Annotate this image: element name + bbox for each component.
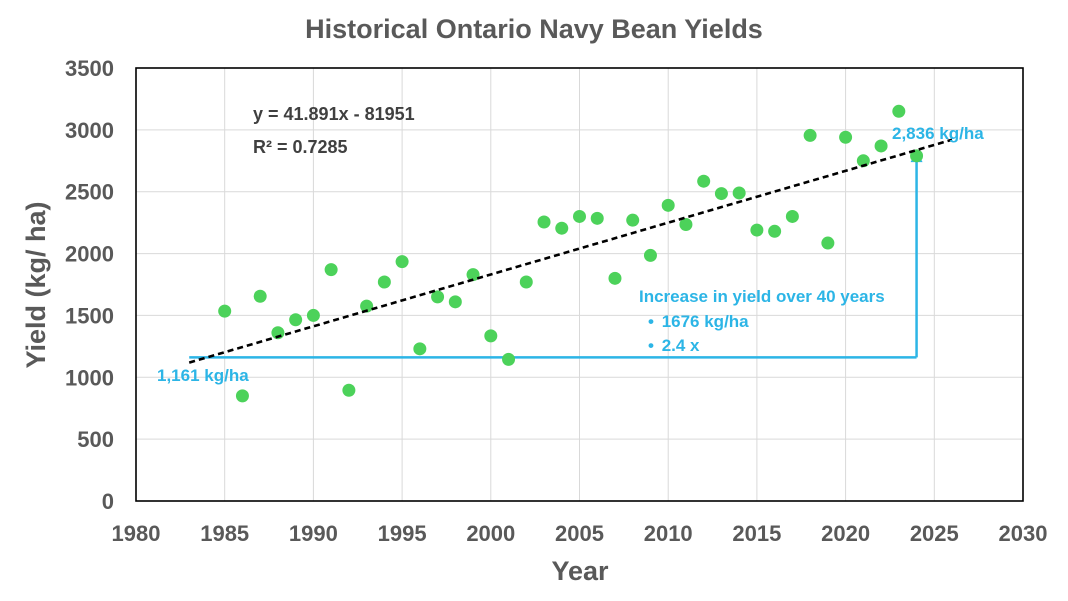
data-point — [661, 198, 675, 212]
bullet-glyph: • — [648, 312, 654, 331]
data-point — [431, 290, 445, 304]
data-point — [608, 271, 622, 285]
end-yield-label: 2,836 kg/ha — [892, 124, 984, 143]
data-point — [537, 215, 551, 229]
data-point — [892, 104, 906, 118]
data-point — [573, 209, 586, 223]
data-point — [803, 128, 817, 142]
r-squared-label: R² = 0.7285 — [253, 137, 348, 157]
y-tick-label: 500 — [77, 427, 114, 452]
y-axis-ticks: 0 500 1000 1500 2000 2500 3000 3500 — [65, 56, 114, 514]
x-tick-label: 2015 — [732, 521, 781, 546]
x-tick-label: 2020 — [821, 521, 870, 546]
data-point — [679, 217, 693, 231]
increase-amount: 1676 kg/ha — [662, 312, 749, 331]
gridlines — [135, 67, 1024, 502]
increase-bullet-amount: • 1676 kg/ha — [648, 312, 749, 331]
data-point — [519, 275, 533, 289]
y-tick-label: 1500 — [65, 303, 114, 328]
data-point — [555, 221, 569, 235]
data-point — [377, 275, 391, 289]
data-point — [253, 289, 267, 303]
data-point — [395, 255, 409, 269]
y-tick-label: 1000 — [65, 365, 114, 390]
y-tick-label: 3000 — [65, 118, 114, 143]
data-point — [714, 187, 728, 201]
y-axis-title: Yield (kg/ ha) — [21, 201, 51, 368]
plot-area-border — [135, 67, 1024, 502]
data-point — [342, 383, 356, 397]
bullet-glyph: • — [648, 336, 654, 355]
data-point — [484, 329, 498, 343]
data-point — [502, 352, 516, 366]
data-point — [910, 149, 924, 163]
data-point — [821, 236, 835, 250]
trendline — [188, 138, 953, 364]
data-points — [218, 104, 924, 403]
x-tick-label: 1990 — [289, 521, 338, 546]
x-axis-ticks: 1980 1985 1990 1995 2000 2005 2010 2015 2020 2025… — [112, 521, 1048, 546]
data-point — [413, 342, 427, 356]
data-point — [235, 389, 249, 403]
data-point — [732, 186, 746, 200]
data-point — [626, 213, 640, 227]
increase-ratio: 2.4 x — [662, 336, 700, 355]
data-point — [324, 263, 338, 277]
x-tick-label: 2005 — [555, 521, 604, 546]
data-point — [785, 209, 799, 223]
data-point — [874, 139, 888, 153]
start-yield-label: 1,161 kg/ha — [157, 366, 249, 385]
data-point — [448, 295, 462, 309]
x-tick-label: 1995 — [378, 521, 427, 546]
x-tick-label: 1985 — [200, 521, 249, 546]
data-point — [590, 211, 604, 225]
y-tick-label: 0 — [102, 489, 114, 514]
x-tick-label: 2000 — [466, 521, 515, 546]
increase-title: Increase in yield over 40 years — [639, 287, 885, 306]
data-point — [466, 268, 480, 282]
data-point — [750, 223, 764, 237]
data-point — [697, 174, 711, 188]
chart-title: Historical Ontario Navy Bean Yields — [305, 14, 763, 44]
x-tick-label: 2030 — [999, 521, 1048, 546]
y-tick-label: 3500 — [65, 56, 114, 81]
y-tick-label: 2500 — [65, 180, 114, 205]
data-point — [306, 308, 320, 322]
data-point — [839, 130, 853, 144]
x-tick-label: 2025 — [910, 521, 959, 546]
y-tick-label: 2000 — [65, 242, 114, 267]
x-tick-label: 1980 — [112, 521, 161, 546]
data-point — [218, 304, 232, 318]
x-axis-title: Year — [551, 556, 609, 586]
data-point — [360, 299, 374, 313]
increase-bullet-ratio: • 2.4 x — [648, 336, 700, 355]
data-point — [643, 248, 657, 262]
data-point — [289, 313, 303, 327]
trendline-equation: y = 41.891x - 81951 — [253, 104, 415, 124]
data-point — [768, 224, 782, 238]
x-tick-label: 2010 — [644, 521, 693, 546]
